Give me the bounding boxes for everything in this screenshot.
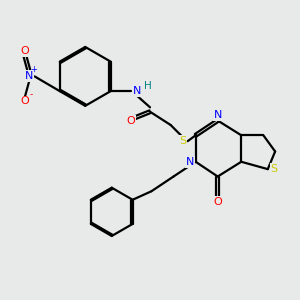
Text: O: O: [20, 46, 29, 56]
Text: -: -: [30, 90, 33, 99]
Text: O: O: [20, 96, 29, 106]
Text: N: N: [25, 71, 34, 81]
Text: S: S: [271, 164, 278, 174]
Text: N: N: [214, 110, 222, 120]
Text: H: H: [144, 81, 152, 91]
Text: O: O: [127, 116, 135, 126]
Text: S: S: [179, 136, 186, 146]
Text: O: O: [213, 196, 222, 206]
Text: +: +: [31, 65, 38, 74]
Text: N: N: [133, 86, 141, 96]
Text: N: N: [186, 157, 194, 167]
